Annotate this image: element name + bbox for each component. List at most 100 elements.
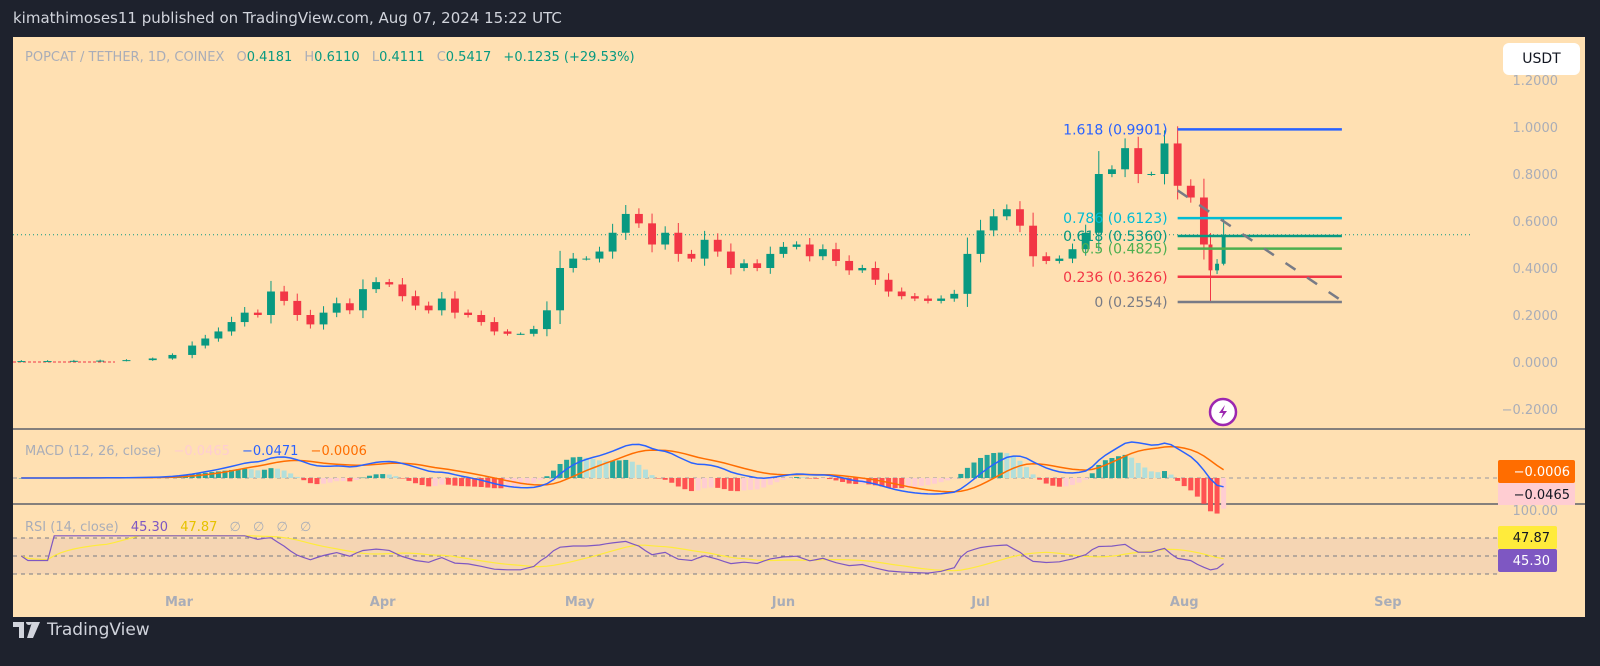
macd-histogram-bar bbox=[281, 470, 287, 478]
macd-histogram-bar bbox=[459, 478, 465, 487]
macd-histogram-bar bbox=[807, 478, 813, 479]
candle-body bbox=[1160, 143, 1169, 174]
brand-label: TradingView bbox=[47, 620, 150, 640]
candle-body bbox=[1121, 148, 1130, 170]
candle-body bbox=[148, 358, 157, 361]
macd-histogram-bar bbox=[255, 470, 261, 478]
macd-histogram-bar bbox=[767, 478, 773, 485]
macd-histogram-bar bbox=[912, 478, 918, 487]
macd-histogram-bar bbox=[1181, 478, 1187, 487]
macd-histogram-bar bbox=[734, 478, 740, 492]
svg-text:MACD (12, 26, close) −0.04: MACD (12, 26, close) −0.0465 −0.0471 −0.… bbox=[25, 444, 367, 459]
macd-histogram-bar bbox=[997, 452, 1003, 478]
macd-histogram-bar bbox=[728, 478, 734, 491]
fib-level-label: 1.618 (0.9901) bbox=[1063, 122, 1167, 138]
macd-histogram-bar bbox=[577, 456, 583, 478]
candle-body bbox=[937, 298, 946, 301]
macd-histogram-bar bbox=[1175, 478, 1181, 481]
candle-body bbox=[661, 232, 670, 245]
currency-button[interactable]: USDT bbox=[1503, 43, 1580, 75]
macd-histogram-bar bbox=[695, 478, 701, 491]
macd-histogram-bar bbox=[978, 457, 984, 478]
candle-body bbox=[1199, 197, 1208, 245]
close-value: 0.5417 bbox=[446, 50, 492, 65]
candle-body bbox=[976, 230, 985, 254]
macd-histogram-bar bbox=[393, 476, 399, 478]
candle-body bbox=[595, 251, 604, 259]
macd-histogram-bar bbox=[820, 478, 826, 479]
candle-body bbox=[319, 312, 328, 325]
candle-body bbox=[529, 329, 538, 334]
macd-histogram-bar bbox=[544, 476, 550, 478]
macd-histogram-bar bbox=[432, 478, 438, 487]
candle-body bbox=[1094, 174, 1103, 233]
macd-hist-value: −0.0465 bbox=[173, 444, 229, 459]
macd-histogram-bar bbox=[1162, 471, 1167, 478]
macd-histogram-bar bbox=[1004, 453, 1010, 478]
candle-body bbox=[1029, 225, 1038, 257]
candle-body bbox=[989, 216, 998, 231]
macd-histogram-bar bbox=[656, 478, 662, 479]
fib-level-label: 0.618 (0.5360) bbox=[1063, 229, 1167, 245]
macd-histogram-bar bbox=[327, 478, 333, 483]
macd-histogram-bar bbox=[866, 478, 872, 485]
candle-body bbox=[477, 315, 486, 323]
macd-histogram-bar bbox=[794, 476, 800, 478]
candle-body bbox=[1068, 249, 1077, 259]
macd-histogram-bar bbox=[603, 460, 609, 478]
candle-body bbox=[345, 303, 354, 311]
candle-body bbox=[227, 322, 236, 332]
candle-body bbox=[293, 300, 302, 315]
chart-panel[interactable] bbox=[13, 37, 1585, 617]
macd-histogram-bar bbox=[649, 475, 655, 478]
macd-histogram-bar bbox=[623, 459, 629, 478]
macd-histogram-bar bbox=[721, 478, 727, 490]
macd-histogram-bar bbox=[833, 478, 839, 481]
tradingview-logo[interactable]: TradingView bbox=[13, 620, 150, 640]
macd-signal-value: −0.0006 bbox=[311, 444, 367, 459]
macd-histogram-bar bbox=[248, 469, 254, 478]
macd-histogram-bar bbox=[616, 460, 622, 478]
svg-text:47.87: 47.87 bbox=[1513, 531, 1550, 546]
candle-body bbox=[818, 249, 827, 257]
time-tick-label: Apr bbox=[370, 595, 396, 610]
macd-histogram-bar bbox=[1148, 471, 1154, 478]
candle-body bbox=[740, 263, 748, 268]
macd-histogram-bar bbox=[1063, 478, 1069, 487]
macd-histogram-bar bbox=[1155, 472, 1161, 478]
macd-histogram-bar bbox=[261, 469, 267, 478]
macd-histogram-bar bbox=[1129, 457, 1135, 478]
macd-histogram-bar bbox=[754, 478, 760, 490]
macd-histogram-bar bbox=[386, 474, 392, 478]
fib-level-label: 0.236 (0.3626) bbox=[1063, 270, 1167, 286]
macd-histogram-bar bbox=[1024, 467, 1030, 478]
candle-body bbox=[779, 246, 788, 254]
macd-histogram-bar bbox=[334, 478, 340, 482]
macd-histogram-bar bbox=[550, 470, 556, 478]
candle-body bbox=[214, 331, 223, 339]
macd-histogram-bar bbox=[958, 473, 964, 478]
change-value: +0.1235 (+29.53%) bbox=[503, 50, 634, 65]
candle-body bbox=[569, 258, 578, 268]
rsi-value: 45.30 bbox=[131, 520, 168, 535]
candle-body bbox=[542, 310, 551, 330]
high-label: H bbox=[304, 50, 314, 65]
macd-histogram-bar bbox=[406, 478, 412, 481]
macd-signal-line bbox=[21, 445, 1225, 493]
lightning-icon[interactable] bbox=[1208, 397, 1238, 427]
price-tick-label: 0.0000 bbox=[1513, 356, 1559, 371]
candle-body bbox=[516, 333, 525, 335]
candle-body bbox=[950, 293, 959, 299]
macd-histogram-bar bbox=[840, 478, 846, 482]
rsi-empty-value: ∅ bbox=[276, 520, 287, 535]
fib-level-label: 0.5 (0.4825) bbox=[1081, 242, 1168, 258]
candle-body bbox=[556, 268, 565, 311]
candle-body bbox=[871, 268, 880, 280]
macd-histogram-bar bbox=[1142, 467, 1148, 478]
macd-histogram-bar bbox=[301, 478, 307, 481]
candle-body bbox=[648, 223, 656, 245]
candle-body bbox=[69, 360, 78, 362]
candle-body bbox=[1186, 185, 1195, 198]
candle-body bbox=[332, 303, 341, 313]
